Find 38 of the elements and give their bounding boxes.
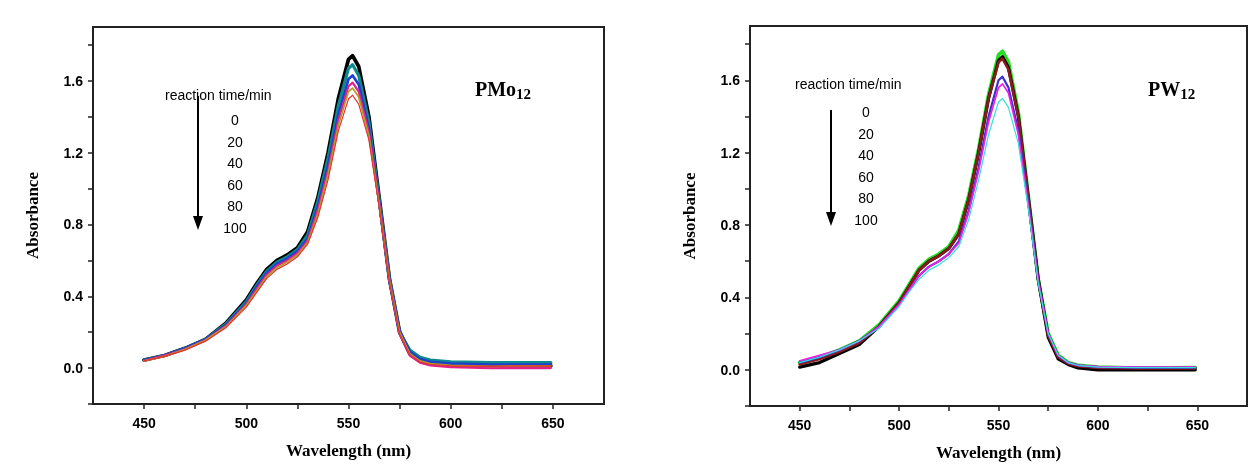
y-tick-label: 1.6	[63, 72, 84, 89]
x-tick-label: 450	[788, 417, 812, 433]
y-tick-label: 1.2	[720, 144, 741, 161]
x-tick-label: 500	[887, 417, 911, 433]
y-tick-label: 0.4	[63, 288, 84, 305]
annotation: 100	[854, 211, 878, 228]
y-tick-label: 0.8	[720, 217, 741, 234]
x-tick-label: 550	[986, 417, 1011, 433]
annotation: 20	[858, 125, 874, 142]
annotation: 60	[858, 168, 874, 185]
annotation: 60	[227, 176, 243, 193]
x-tick-label: 600	[439, 415, 463, 431]
annotation: 80	[227, 198, 243, 214]
x-tick-label: 550	[336, 415, 361, 431]
annotation: 40	[227, 155, 243, 171]
annotation: 20	[227, 133, 243, 150]
annotation: 80	[858, 190, 874, 206]
y-tick-label: 1.2	[63, 144, 84, 161]
x-tick-label: 500	[234, 415, 259, 431]
x-tick-label: 650	[1185, 417, 1210, 433]
x-tick-label: 600	[1086, 417, 1110, 433]
x-tick-label: 650	[541, 415, 565, 431]
annotation: 100	[223, 219, 247, 236]
annotation: 40	[858, 147, 874, 163]
y-axis-title: Absorbance	[23, 171, 42, 259]
annotation: 0	[862, 104, 871, 120]
annotation: reaction time/min	[165, 87, 272, 103]
annotation: 0	[231, 112, 240, 128]
y-tick-label: 0.4	[720, 289, 741, 306]
y-tick-label: 0.8	[63, 216, 84, 233]
y-tick-label: 1.6	[720, 72, 741, 89]
y-axis-title: Absorbance	[680, 172, 699, 260]
y-tick-label: 0.0	[63, 360, 84, 377]
x-axis-title: Wavelength (nm)	[285, 441, 412, 460]
x-axis-title: Wavelength (nm)	[935, 443, 1062, 462]
x-tick-label: 450	[132, 415, 156, 431]
annotation: reaction time/min	[795, 76, 902, 92]
y-tick-label: 0.0	[720, 361, 741, 378]
